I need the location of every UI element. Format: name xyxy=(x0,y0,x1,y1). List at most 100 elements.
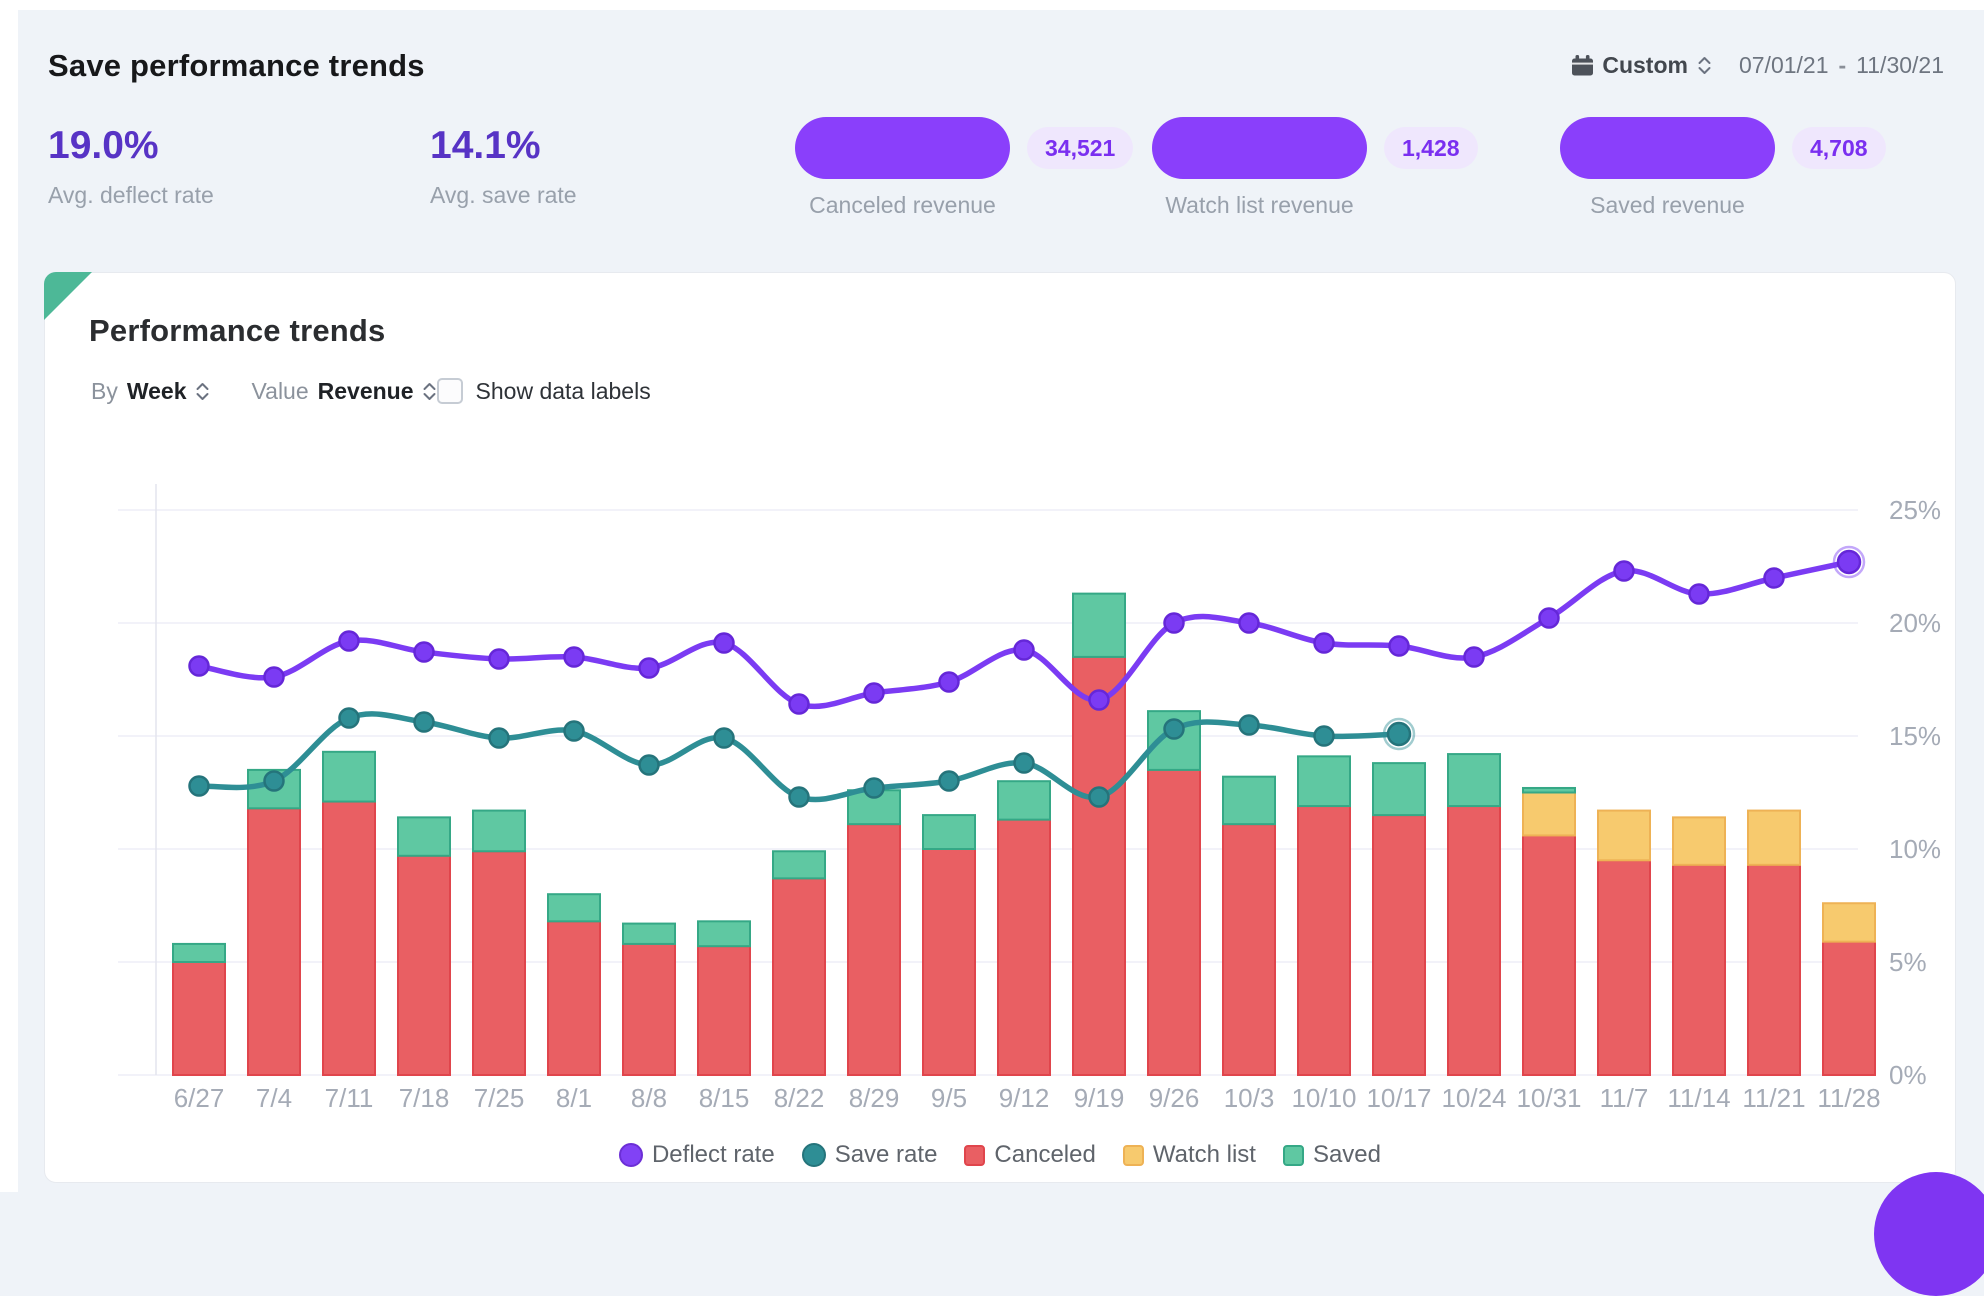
data-point-marker[interactable] xyxy=(1688,583,1710,605)
bar-segment[interactable] xyxy=(1822,902,1876,943)
data-point-marker[interactable] xyxy=(1836,549,1862,575)
bar-segment[interactable] xyxy=(997,818,1051,1076)
bar-segment[interactable] xyxy=(847,823,901,1077)
data-point-marker[interactable] xyxy=(488,648,510,670)
data-point-marker[interactable] xyxy=(188,775,210,797)
data-point-marker[interactable] xyxy=(638,754,660,776)
bar-segment[interactable] xyxy=(1072,592,1126,658)
bar-segment[interactable] xyxy=(472,809,526,853)
date-range-control[interactable]: Custom 07/01/21 - 11/30/21 xyxy=(1572,50,1944,80)
bar-segment[interactable] xyxy=(1597,859,1651,1076)
legend-item-deflect-rate[interactable]: Deflect rate xyxy=(618,1141,775,1169)
data-point-marker[interactable] xyxy=(488,727,510,749)
bar-segment[interactable] xyxy=(697,945,751,1076)
bar-segment[interactable] xyxy=(322,750,376,803)
data-point-marker[interactable] xyxy=(563,646,585,668)
data-point-marker[interactable] xyxy=(1238,612,1260,634)
page-frame-top xyxy=(0,0,1984,10)
legend-item-saved[interactable]: Saved xyxy=(1282,1141,1381,1169)
bar-segment[interactable] xyxy=(472,850,526,1077)
bar-segment[interactable] xyxy=(397,854,451,1076)
data-point-marker[interactable] xyxy=(1313,725,1335,747)
bar-segment[interactable] xyxy=(172,942,226,964)
bar-segment[interactable] xyxy=(772,850,826,880)
data-point-marker[interactable] xyxy=(413,641,435,663)
line-deflect-rate[interactable] xyxy=(188,545,1866,715)
legend-item-watch-list[interactable]: Watch list xyxy=(1122,1141,1256,1169)
data-point-marker[interactable] xyxy=(1238,714,1260,736)
data-point-marker[interactable] xyxy=(1388,635,1410,657)
bar-segment[interactable] xyxy=(1597,809,1651,862)
value-selector[interactable]: Value Revenue xyxy=(252,378,437,405)
data-point-marker[interactable] xyxy=(1538,607,1560,629)
data-point-marker[interactable] xyxy=(1013,752,1035,774)
data-point-marker[interactable] xyxy=(938,671,960,693)
bar-segment[interactable] xyxy=(697,920,751,948)
bars-saved[interactable] xyxy=(172,592,1576,964)
data-point-marker[interactable] xyxy=(413,711,435,733)
bar-segment[interactable] xyxy=(1447,805,1501,1076)
data-point-marker[interactable] xyxy=(638,657,660,679)
data-point-marker[interactable] xyxy=(788,786,810,808)
data-point-marker[interactable] xyxy=(1013,639,1035,661)
data-point-marker[interactable] xyxy=(338,630,360,652)
data-point-marker[interactable] xyxy=(563,720,585,742)
data-point-marker[interactable] xyxy=(863,682,885,704)
data-point-marker[interactable] xyxy=(713,632,735,654)
data-point-marker[interactable] xyxy=(863,777,885,799)
data-point-marker[interactable] xyxy=(263,770,285,792)
data-point-marker[interactable] xyxy=(1386,721,1412,747)
data-point-marker[interactable] xyxy=(1613,560,1635,582)
bar-segment[interactable] xyxy=(397,816,451,857)
group-by-selector[interactable]: By Week xyxy=(91,378,210,405)
data-point-marker[interactable] xyxy=(1163,718,1185,740)
bar-segment[interactable] xyxy=(1747,863,1801,1076)
line-save-rate[interactable] xyxy=(188,707,1416,808)
data-point-marker[interactable] xyxy=(938,770,960,792)
performance-trends-chart[interactable]: 25% 20% 15% 10% 5% 0% 6/27 7/4 7/11 7/18 7/25 8/1 8/… xyxy=(105,456,1955,1156)
show-data-labels-checkbox[interactable] xyxy=(436,378,463,404)
bar-segment[interactable] xyxy=(997,780,1051,821)
bar-segment[interactable] xyxy=(1672,816,1726,866)
bar-segment[interactable] xyxy=(1522,786,1576,794)
data-point-marker[interactable] xyxy=(1313,632,1335,654)
bar-segment[interactable] xyxy=(922,814,976,851)
bar-segment[interactable] xyxy=(1147,768,1201,1076)
data-point-marker[interactable] xyxy=(1088,689,1110,711)
data-point-marker[interactable] xyxy=(1463,646,1485,668)
bar-segment[interactable] xyxy=(1522,834,1576,1076)
legend-item-canceled[interactable]: Canceled xyxy=(964,1141,1096,1169)
data-point-marker[interactable] xyxy=(1163,612,1185,634)
bar-segment[interactable] xyxy=(1222,775,1276,826)
data-point-marker[interactable] xyxy=(1763,567,1785,589)
bar-segment[interactable] xyxy=(1522,791,1576,837)
bar-segment[interactable] xyxy=(547,893,601,923)
bar-segment[interactable] xyxy=(172,961,226,1076)
data-point-marker[interactable] xyxy=(188,655,210,677)
data-point-marker[interactable] xyxy=(713,727,735,749)
bar-segment[interactable] xyxy=(1672,863,1726,1076)
bars-watch-list[interactable] xyxy=(1522,791,1876,943)
bar-segment[interactable] xyxy=(247,807,301,1076)
bar-segment[interactable] xyxy=(1222,823,1276,1077)
bar-segment[interactable] xyxy=(1372,762,1426,817)
data-point-marker[interactable] xyxy=(788,693,810,715)
bar-segment[interactable] xyxy=(922,848,976,1076)
bar-segment[interactable] xyxy=(1747,809,1801,866)
data-point-marker[interactable] xyxy=(1088,786,1110,808)
bar-segment[interactable] xyxy=(622,942,676,1077)
bar-segment[interactable] xyxy=(1822,940,1876,1076)
bar-segment[interactable] xyxy=(772,877,826,1076)
floating-action-button[interactable] xyxy=(1874,1172,1984,1296)
bar-segment[interactable] xyxy=(1447,753,1501,808)
bar-segment[interactable] xyxy=(1297,755,1351,808)
bar-segment[interactable] xyxy=(622,922,676,945)
bar-segment[interactable] xyxy=(1372,814,1426,1076)
bar-segment[interactable] xyxy=(547,920,601,1076)
data-point-marker[interactable] xyxy=(338,707,360,729)
legend-item-save-rate[interactable]: Save rate xyxy=(801,1141,937,1169)
bar-segment[interactable] xyxy=(1072,655,1126,1076)
bar-segment[interactable] xyxy=(322,800,376,1076)
bar-segment[interactable] xyxy=(1297,805,1351,1076)
data-point-marker[interactable] xyxy=(263,666,285,688)
